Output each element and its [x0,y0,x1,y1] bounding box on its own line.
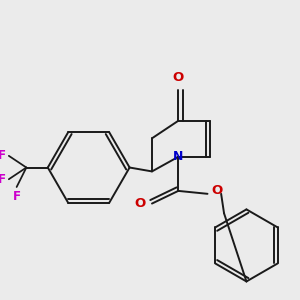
Text: O: O [173,71,184,84]
Text: O: O [135,197,146,210]
Text: N: N [173,150,184,163]
Text: F: F [0,149,6,162]
Text: F: F [0,173,6,186]
Text: O: O [212,184,223,197]
Text: F: F [13,190,21,203]
